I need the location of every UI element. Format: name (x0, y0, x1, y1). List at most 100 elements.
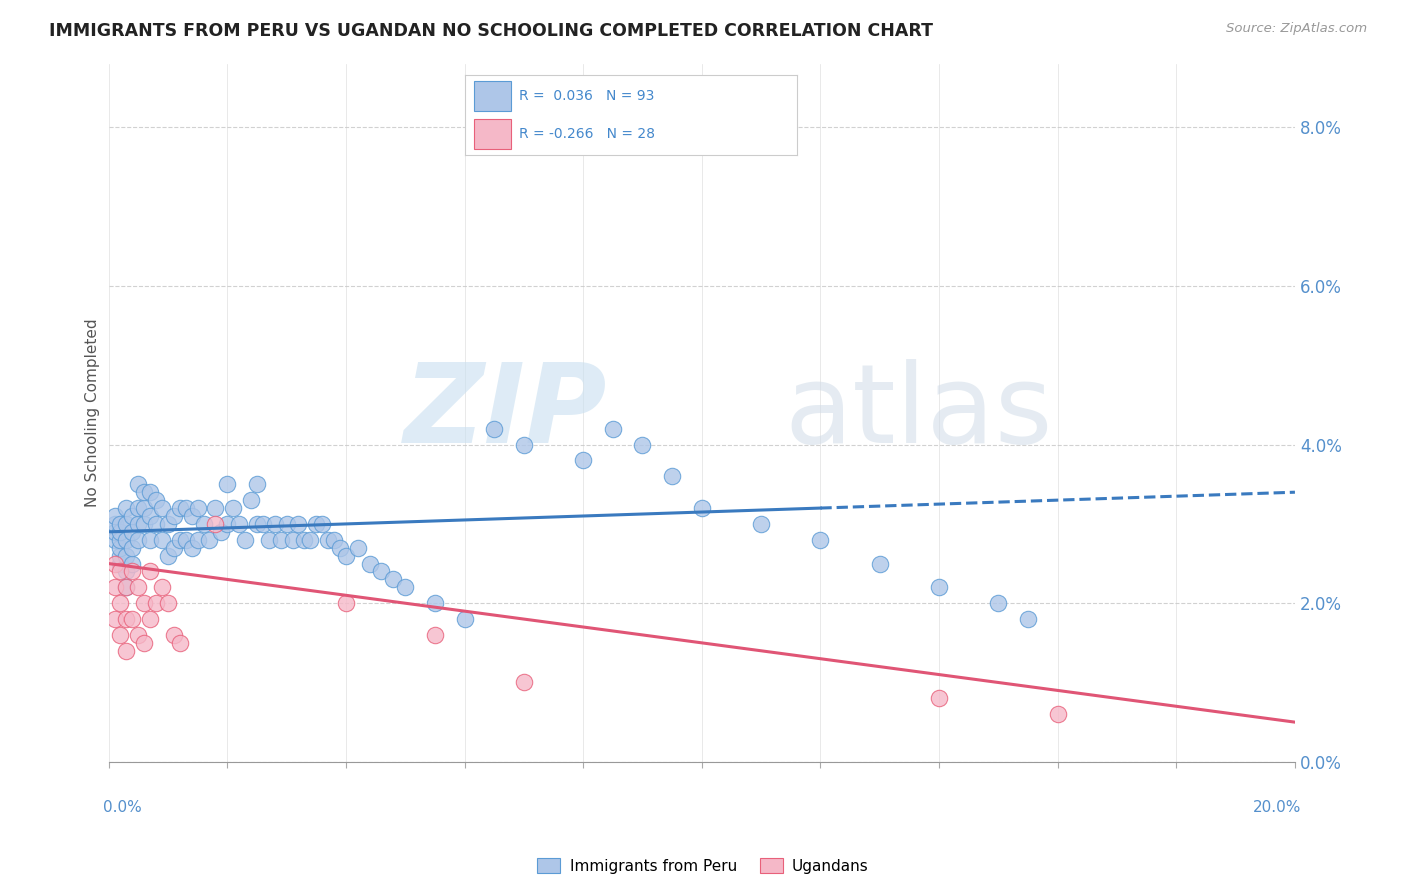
Point (110, 628, 132, 642)
Text: ZIP: ZIP (404, 359, 607, 467)
Point (246, 477, 269, 491)
Point (115, 644, 138, 658)
Point (346, 541, 368, 555)
Point (139, 612, 162, 626)
Point (145, 596, 167, 610)
Point (115, 580, 138, 594)
Point (115, 580, 138, 594)
Point (292, 533, 315, 547)
Point (281, 533, 304, 547)
Point (115, 501, 138, 516)
Point (134, 636, 156, 650)
Point (810, 533, 832, 547)
Point (103, 516, 125, 531)
Point (127, 501, 149, 516)
Point (180, 541, 202, 555)
Point (139, 533, 162, 547)
Point (423, 596, 446, 610)
Point (134, 501, 156, 516)
Point (110, 557, 132, 571)
Point (139, 508, 162, 523)
Point (115, 549, 138, 563)
Point (193, 516, 215, 531)
Point (121, 612, 143, 626)
Point (103, 580, 125, 594)
Point (335, 596, 357, 610)
Point (602, 422, 624, 436)
Point (150, 501, 173, 516)
Point (572, 453, 595, 467)
Point (299, 533, 322, 547)
Point (110, 524, 132, 539)
Point (163, 628, 186, 642)
Text: 0.0%: 0.0% (103, 800, 142, 815)
Point (121, 565, 143, 579)
Point (121, 557, 143, 571)
Point (187, 501, 209, 516)
Point (1017, 612, 1039, 626)
Point (174, 533, 197, 547)
Point (329, 541, 352, 555)
Point (305, 516, 328, 531)
Point (110, 565, 132, 579)
Point (287, 516, 309, 531)
Point (103, 612, 125, 626)
Point (103, 508, 125, 523)
Point (276, 516, 298, 531)
Point (115, 516, 138, 531)
Point (180, 508, 202, 523)
Point (174, 501, 197, 516)
Point (169, 501, 191, 516)
Point (121, 541, 143, 555)
Point (150, 533, 173, 547)
Point (257, 533, 280, 547)
Point (198, 533, 221, 547)
Point (103, 533, 125, 547)
Point (134, 485, 156, 500)
Text: 20.0%: 20.0% (1253, 800, 1301, 815)
Legend: Immigrants from Peru, Ugandans: Immigrants from Peru, Ugandans (531, 852, 875, 880)
Point (335, 549, 357, 563)
Point (1046, 707, 1069, 722)
Text: IMMIGRANTS FROM PERU VS UGANDAN NO SCHOOLING COMPLETED CORRELATION CHART: IMMIGRANTS FROM PERU VS UGANDAN NO SCHOO… (49, 22, 934, 40)
Point (370, 565, 392, 579)
Point (156, 516, 179, 531)
Point (513, 675, 536, 690)
Point (240, 493, 263, 508)
Point (482, 422, 505, 436)
Point (121, 508, 143, 523)
Point (204, 516, 226, 531)
Point (103, 557, 125, 571)
Point (110, 533, 132, 547)
Point (690, 501, 713, 516)
Point (156, 549, 179, 563)
Point (453, 612, 475, 626)
Point (169, 533, 191, 547)
Point (169, 636, 191, 650)
Point (316, 533, 339, 547)
Point (217, 477, 239, 491)
Point (987, 596, 1010, 610)
Point (139, 565, 162, 579)
Point (115, 533, 138, 547)
Point (110, 516, 132, 531)
Text: Source: ZipAtlas.com: Source: ZipAtlas.com (1226, 22, 1367, 36)
Point (163, 541, 186, 555)
Point (246, 516, 269, 531)
Point (139, 485, 162, 500)
Point (110, 596, 132, 610)
Point (156, 596, 179, 610)
Point (127, 628, 149, 642)
Point (928, 691, 950, 706)
Text: atlas: atlas (785, 359, 1053, 467)
Point (661, 469, 683, 483)
Point (115, 612, 138, 626)
Point (233, 533, 256, 547)
Point (145, 516, 167, 531)
Point (423, 628, 446, 642)
Point (869, 557, 891, 571)
Point (382, 573, 405, 587)
Point (263, 516, 285, 531)
Point (749, 516, 772, 531)
Point (928, 580, 950, 594)
